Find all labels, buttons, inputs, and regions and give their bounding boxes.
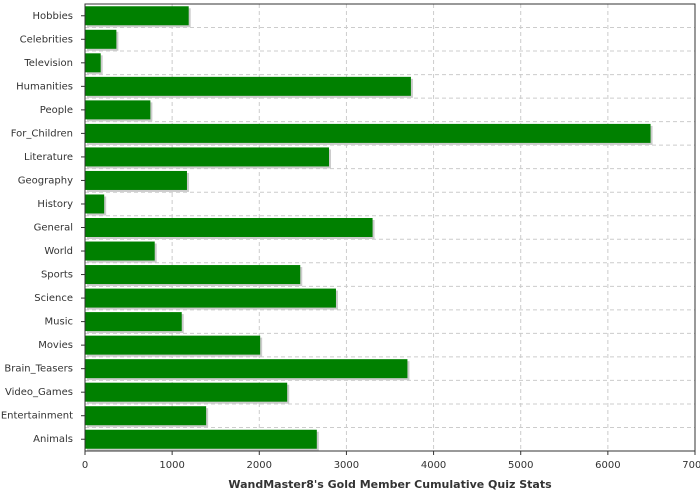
y-tick-label: General <box>34 223 73 234</box>
y-tick-label: Geography <box>18 175 73 186</box>
y-tick-label: Entertainment <box>1 411 73 422</box>
plot-frame <box>84 3 696 452</box>
y-tick-label: Brain_Teasers <box>4 364 73 375</box>
bar <box>85 53 101 73</box>
bar <box>85 265 301 285</box>
y-tick-label: World <box>44 246 73 257</box>
bar <box>85 194 105 214</box>
bar <box>85 406 207 426</box>
x-tick-label: 1000 <box>159 460 184 471</box>
x-tick-label: 6000 <box>595 460 620 471</box>
y-tick-label: Science <box>34 293 73 304</box>
y-tick-label: Literature <box>24 152 73 163</box>
bar <box>85 170 187 190</box>
bar <box>85 218 373 237</box>
y-tick-label: People <box>40 105 73 116</box>
y-tick-label: Movies <box>38 340 73 351</box>
y-tick-label: Sports <box>41 270 73 281</box>
y-tick-label: History <box>37 199 73 210</box>
x-tick-label: 7000 <box>682 460 700 471</box>
bar <box>85 382 288 402</box>
y-tick-label: Animals <box>33 434 73 445</box>
y-tick-label: Hobbies <box>33 11 73 22</box>
bar <box>85 123 651 143</box>
bar <box>85 312 182 332</box>
x-axis-label: WandMaster8's Gold Member Cumulative Qui… <box>228 478 552 491</box>
bar <box>85 147 329 167</box>
y-tick-label: Celebrities <box>20 34 73 45</box>
bar <box>85 288 336 308</box>
x-tick-label: 2000 <box>247 460 272 471</box>
y-tick-label: Humanities <box>16 81 73 92</box>
y-tick-label: Video_Games <box>5 387 73 398</box>
bar <box>85 100 151 120</box>
y-tick-label: For_Children <box>11 128 73 139</box>
x-tick-label: 0 <box>82 460 88 471</box>
bar <box>85 359 408 379</box>
bar <box>85 76 411 96</box>
bar <box>85 29 117 49</box>
bar <box>85 6 189 26</box>
x-tick-label: 3000 <box>334 460 359 471</box>
x-tick-label: 4000 <box>421 460 446 471</box>
y-tick-label: Television <box>23 58 73 69</box>
bar <box>85 335 261 355</box>
y-tick-label: Music <box>45 317 73 328</box>
bar <box>85 241 155 261</box>
x-tick-label: 5000 <box>508 460 533 471</box>
bar <box>85 429 317 449</box>
